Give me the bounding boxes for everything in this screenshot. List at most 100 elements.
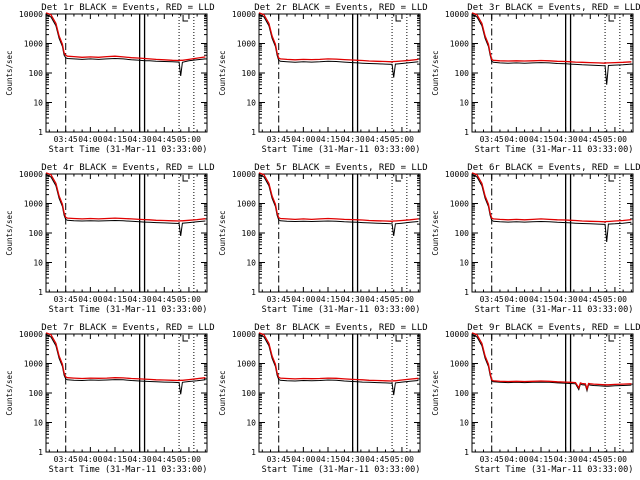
top-bracket bbox=[182, 175, 189, 182]
y-tick-label: 1000 bbox=[450, 360, 469, 369]
y-tick-label: 1 bbox=[464, 448, 469, 457]
y-tick-label: 10000 bbox=[232, 330, 256, 339]
y-tick-label: 100 bbox=[29, 69, 44, 78]
x-tick-label: 04:45 bbox=[365, 295, 389, 304]
y-axis-label: Counts/sec bbox=[218, 50, 227, 95]
top-bracket bbox=[182, 15, 189, 22]
top-bracket bbox=[182, 335, 189, 342]
x-axis-label: Start Time (31-Mar-11 03:33:00) bbox=[475, 145, 634, 155]
x-tick-label: 05:00 bbox=[177, 295, 201, 304]
chart-title: Det 6r BLACK = Events, RED = LLD bbox=[467, 163, 640, 173]
x-tick-label: 04:00 bbox=[291, 455, 315, 464]
chart-title: Det 4r BLACK = Events, RED = LLD bbox=[41, 163, 214, 173]
x-tick-label: 04:45 bbox=[152, 295, 176, 304]
chart-panel-5: Det 5r BLACK = Events, RED = LLD 1 10 100 10… bbox=[218, 163, 428, 315]
y-tick-label: 1000 bbox=[450, 200, 469, 209]
y-tick-label: 1 bbox=[38, 128, 43, 137]
x-tick-label: 05:00 bbox=[177, 455, 201, 464]
x-tick-label: 04:15 bbox=[529, 455, 553, 464]
x-tick-label: 04:45 bbox=[152, 135, 176, 144]
x-tick-label: 04:00 bbox=[291, 135, 315, 144]
x-tick-label: 05:00 bbox=[390, 455, 414, 464]
y-axis-label: Counts/sec bbox=[218, 210, 227, 255]
x-tick-label: 03:45 bbox=[54, 135, 78, 144]
series-lld-line bbox=[45, 332, 206, 382]
y-tick-label: 10 bbox=[33, 99, 43, 108]
x-tick-label: 04:00 bbox=[78, 135, 102, 144]
y-tick-label: 10 bbox=[459, 259, 469, 268]
chart-title: Det 3r BLACK = Events, RED = LLD bbox=[467, 3, 640, 13]
series-lld-line bbox=[471, 172, 632, 223]
series-lld-line bbox=[45, 172, 206, 222]
x-tick-label: 04:30 bbox=[341, 455, 365, 464]
x-tick-label: 04:15 bbox=[316, 135, 340, 144]
chart-title: Det 8r BLACK = Events, RED = LLD bbox=[254, 323, 427, 333]
chart-panel-9: Det 9r BLACK = Events, RED = LLD 1 10 100 10… bbox=[431, 323, 640, 475]
chart-panel-7: Det 7r BLACK = Events, RED = LLD 1 10 100 10… bbox=[5, 323, 215, 475]
x-tick-label: 04:30 bbox=[128, 295, 152, 304]
y-tick-label: 10000 bbox=[19, 170, 43, 179]
y-tick-label: 1 bbox=[464, 128, 469, 137]
x-tick-label: 04:15 bbox=[316, 455, 340, 464]
x-tick-label: 04:45 bbox=[365, 135, 389, 144]
chart-title: Det 9r BLACK = Events, RED = LLD bbox=[467, 323, 640, 333]
y-tick-label: 1000 bbox=[237, 360, 256, 369]
y-tick-label: 100 bbox=[455, 69, 470, 78]
y-tick-label: 10 bbox=[246, 99, 256, 108]
y-tick-label: 100 bbox=[455, 229, 470, 238]
series-lld-line bbox=[258, 12, 419, 63]
x-tick-label: 05:00 bbox=[390, 135, 414, 144]
series-lld-line bbox=[258, 332, 419, 382]
x-tick-label: 04:45 bbox=[578, 295, 602, 304]
x-tick-label: 04:15 bbox=[529, 135, 553, 144]
top-bracket bbox=[608, 15, 615, 22]
x-tick-label: 04:15 bbox=[316, 295, 340, 304]
y-tick-label: 1 bbox=[38, 288, 43, 297]
y-tick-label: 10 bbox=[459, 99, 469, 108]
x-tick-label: 05:00 bbox=[603, 455, 627, 464]
y-tick-label: 10000 bbox=[232, 170, 256, 179]
x-tick-label: 04:15 bbox=[103, 455, 127, 464]
x-tick-label: 04:00 bbox=[78, 455, 102, 464]
x-tick-label: 04:30 bbox=[554, 455, 578, 464]
chart-panel-1: Det 1r BLACK = Events, RED = LLD 1 10 100 10… bbox=[5, 3, 215, 155]
y-tick-label: 100 bbox=[242, 389, 257, 398]
y-axis-label: Counts/sec bbox=[5, 50, 14, 95]
x-tick-label: 04:30 bbox=[554, 295, 578, 304]
chart-title: Det 5r BLACK = Events, RED = LLD bbox=[254, 163, 427, 173]
y-tick-label: 10000 bbox=[445, 330, 469, 339]
chart-panel-3: Det 3r BLACK = Events, RED = LLD 1 10 100 10… bbox=[431, 3, 640, 155]
top-bracket bbox=[608, 175, 615, 182]
x-tick-label: 03:45 bbox=[54, 295, 78, 304]
y-tick-label: 10 bbox=[459, 419, 469, 428]
y-tick-label: 1000 bbox=[24, 200, 43, 209]
y-tick-label: 100 bbox=[29, 229, 44, 238]
x-tick-label: 03:45 bbox=[267, 135, 291, 144]
x-axis-label: Start Time (31-Mar-11 03:33:00) bbox=[475, 465, 634, 475]
y-tick-label: 10 bbox=[33, 419, 43, 428]
x-axis-label: Start Time (31-Mar-11 03:33:00) bbox=[262, 465, 421, 475]
chart-panel-2: Det 2r BLACK = Events, RED = LLD 1 10 100 10… bbox=[218, 3, 428, 155]
y-tick-label: 10000 bbox=[232, 10, 256, 19]
x-tick-label: 04:00 bbox=[291, 295, 315, 304]
x-tick-label: 04:30 bbox=[128, 135, 152, 144]
y-axis-label: Counts/sec bbox=[5, 370, 14, 415]
top-bracket bbox=[608, 335, 615, 342]
top-bracket bbox=[395, 175, 402, 182]
y-tick-label: 10000 bbox=[19, 10, 43, 19]
x-tick-label: 05:00 bbox=[603, 295, 627, 304]
chart-panel-6: Det 6r BLACK = Events, RED = LLD 1 10 100 10… bbox=[431, 163, 640, 315]
x-tick-label: 05:00 bbox=[603, 135, 627, 144]
y-axis-label: Counts/sec bbox=[218, 370, 227, 415]
y-tick-label: 100 bbox=[29, 389, 44, 398]
chart-title: Det 1r BLACK = Events, RED = LLD bbox=[41, 3, 214, 13]
y-tick-label: 1000 bbox=[450, 40, 469, 49]
x-tick-label: 04:45 bbox=[578, 455, 602, 464]
x-tick-label: 03:45 bbox=[267, 455, 291, 464]
chart-panel-4: Det 4r BLACK = Events, RED = LLD 1 10 100 10… bbox=[5, 163, 215, 315]
x-tick-label: 04:30 bbox=[554, 135, 578, 144]
y-tick-label: 1000 bbox=[237, 200, 256, 209]
y-tick-label: 1 bbox=[251, 288, 256, 297]
